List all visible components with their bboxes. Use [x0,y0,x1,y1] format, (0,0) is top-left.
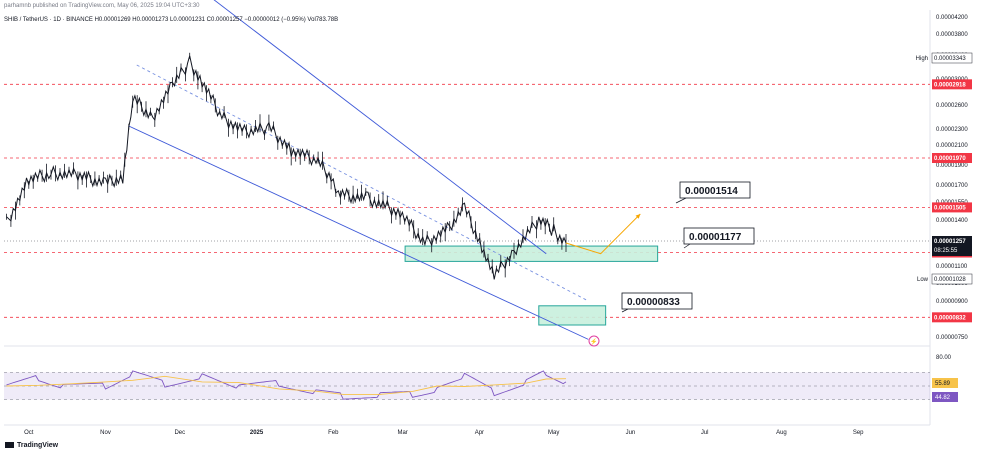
rsi-ma-label: 44.82 [935,395,951,401]
high-price-tag [931,52,973,64]
y-tick-label: 0.00001700 [936,183,968,189]
callout-pointer [675,197,687,204]
rsi-ma-line [6,375,567,395]
callout-label: 0.00001177 [689,232,742,243]
tradingview-logo: TradingView [5,442,58,449]
level-price-tag [932,79,972,90]
publisher-line: parhamnb published on TradingView.com, M… [4,3,200,9]
rsi-value-label: 55.89 [935,381,951,387]
x-tick-label: Dec [174,430,185,436]
last-price-value: 0.00001257 [934,239,966,245]
rsi-axis-label: 80.00 [936,355,952,361]
callout-pointer [683,243,691,249]
symbol-ohlc-line: SHIB / TetherUS · 1D · BINANCE H0.000012… [4,17,339,23]
last-price-tag [932,236,972,256]
x-tick-label: Apr [475,430,484,436]
tradingview-brand: TradingView [17,442,59,449]
alert-icon-glyph: ⚡ [590,338,597,346]
x-tick-label: May [548,430,559,436]
y-tick-label: 0.00002300 [936,127,968,133]
callout-box [679,181,751,199]
y-tick-label: 0.00001900 [936,163,968,169]
y-tick-label: 0.00000900 [936,299,968,305]
level-price-label: 0.00001970 [934,156,966,162]
projection-path [565,213,641,255]
callout-label: 0.00000833 [627,297,680,308]
callout-pointer [621,308,629,313]
callout-label: 0.00001514 [685,186,738,197]
level-price-tag [932,153,972,163]
channel-lower-line [128,125,589,340]
low-price-tag [931,273,973,285]
x-tick-label: Sep [853,430,864,436]
level-price-tag [932,202,972,213]
x-tick-label: Jun [626,430,636,436]
x-tick-label: Jul [701,430,709,436]
y-tick-label: 0.00001400 [936,218,968,224]
high-label: High [916,56,928,62]
x-tick-label: Mar [397,430,407,436]
channel-upper-line [213,0,547,255]
level-price-label: 0.00002918 [934,82,966,88]
alert-icon [588,335,600,347]
bar-countdown: 08:25:55 [934,248,958,254]
y-tick-label: 0.00003800 [936,32,968,38]
x-tick-label: 2025 [250,430,264,436]
low-price-value: 0.00001028 [934,277,966,283]
callout-box [621,292,693,310]
y-tick-label: 0.00002600 [936,103,968,109]
x-tick-label: Oct [24,430,34,436]
x-tick-label: Feb [328,430,339,436]
y-tick-label: 0.00001100 [936,264,968,270]
low-label: Low [917,277,929,283]
rsi-value-tag [932,392,958,402]
support-zone [404,245,659,262]
level-price-label: 0.00000832 [934,315,966,321]
y-tick-label: 0.00004200 [936,15,968,21]
high-price-value: 0.00003343 [934,56,966,62]
y-tick-label: 0.00002100 [936,143,968,149]
projection-arrowhead [635,214,641,219]
target-zone [538,305,607,326]
tradingview-logo-icon [5,442,14,448]
callout-box [683,227,755,245]
rsi-line [6,370,567,400]
y-tick-label: 0.00000750 [936,335,968,341]
level-price-label: 0.00001505 [934,205,966,211]
x-tick-label: Aug [776,430,787,436]
rsi-ma-tag [932,378,958,388]
channel-middle-line [136,64,589,302]
x-tick-label: Nov [100,430,111,436]
level-price-tag [932,312,972,323]
